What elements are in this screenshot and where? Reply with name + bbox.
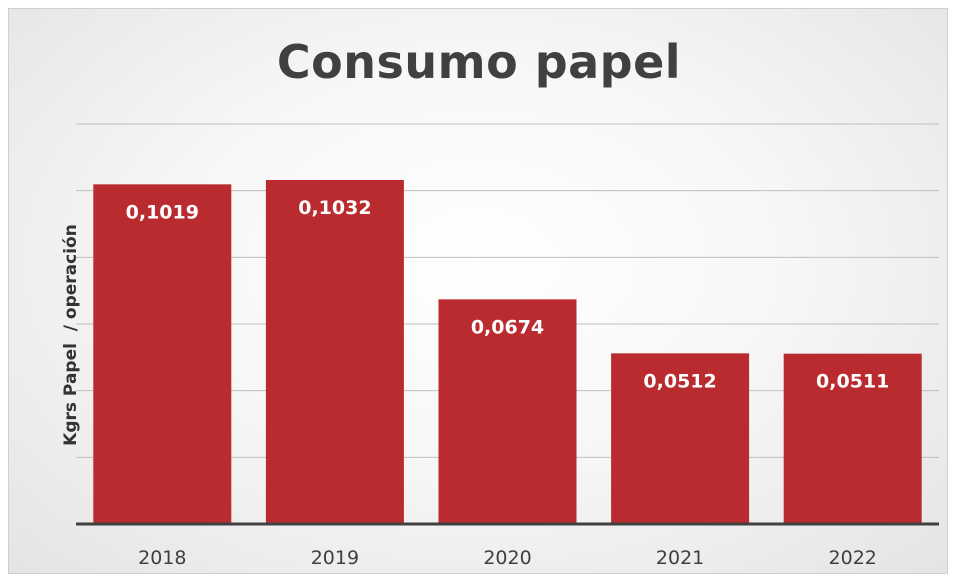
data-label-2020: 0,0674 (471, 316, 544, 338)
data-label-2022: 0,0511 (816, 371, 889, 393)
x-tick-label-2019: 2019 (311, 547, 359, 569)
chart-title: Consumo papel (276, 35, 682, 89)
x-tick-label-2020: 2020 (483, 547, 531, 569)
x-tick-label-2021: 2021 (656, 547, 704, 569)
chart-frame: Consumo papel Kgrs Papel / operación 0,1… (8, 8, 948, 574)
x-tick-label-2018: 2018 (138, 547, 186, 569)
data-label-2021: 0,0512 (643, 370, 716, 392)
data-label-2019: 0,1032 (298, 197, 371, 219)
bar-2020 (438, 299, 577, 524)
bar-2022 (783, 353, 922, 524)
bar-2019 (265, 180, 404, 524)
bar-2018 (93, 184, 232, 525)
bar-2021 (611, 353, 750, 524)
x-tick-label-2022: 2022 (829, 547, 877, 569)
bar-chart: 0,1019 2018 0,1032 2019 0,0674 2020 0,0512 2021… (76, 123, 939, 569)
data-label-2018: 0,1019 (126, 201, 199, 223)
